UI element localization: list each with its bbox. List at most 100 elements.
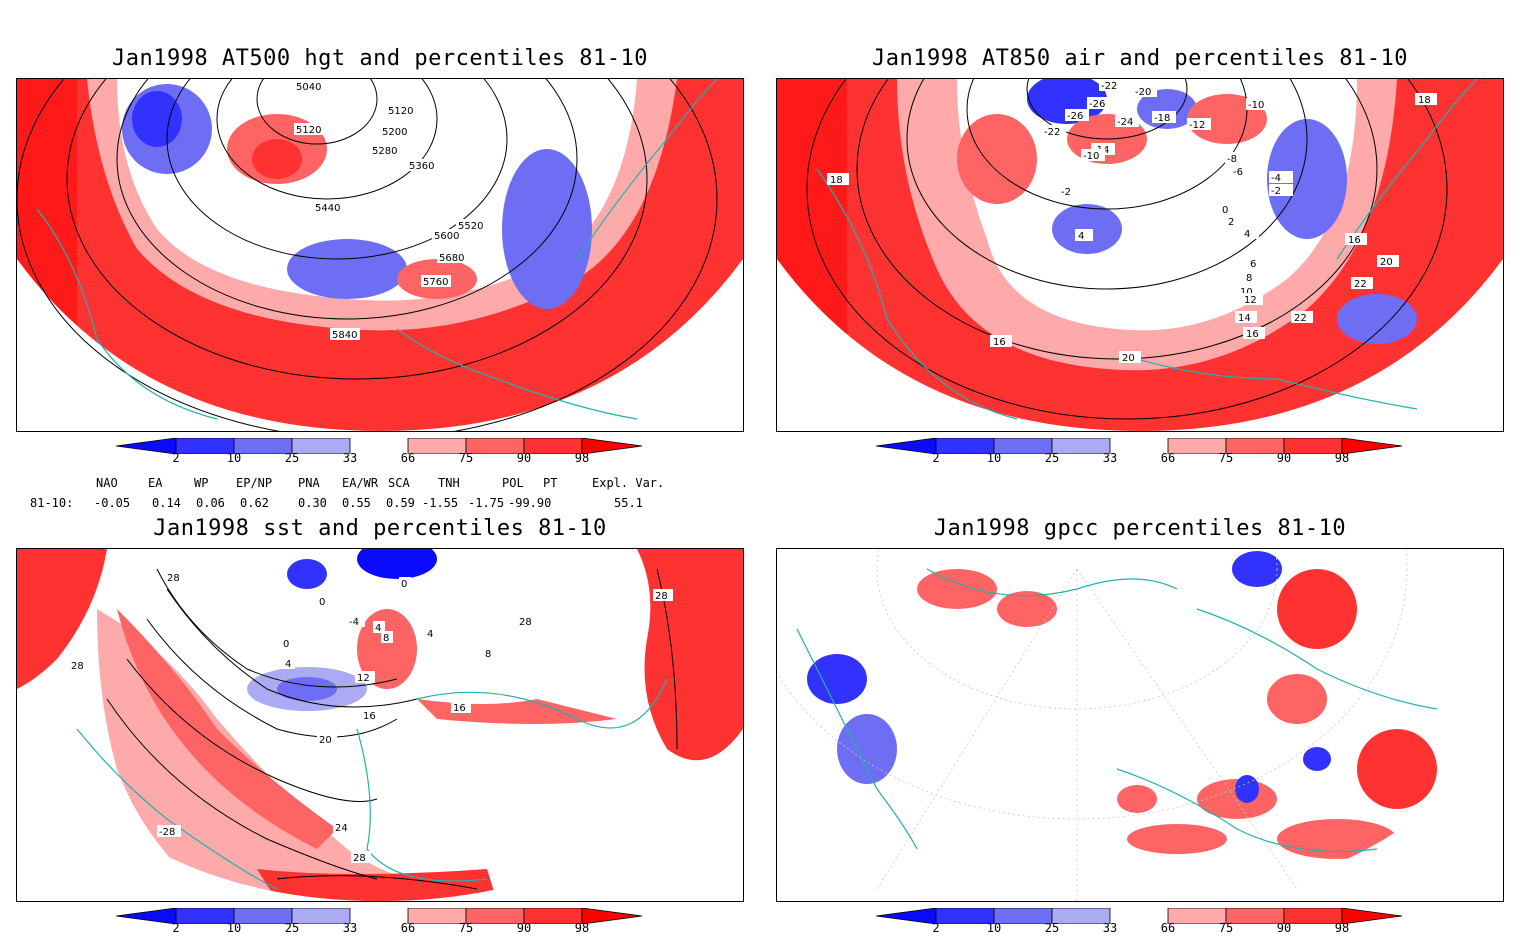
map-hgt500: 5040 5120 5120 5200 5280 5360 5440 5520 … bbox=[17, 79, 743, 431]
tele-value: -99.90 bbox=[508, 496, 552, 510]
contour-label: 5520 bbox=[458, 221, 483, 232]
map-panel-sst: 28 0 0 -4 4 8 4 0 4 8 12 16 16 20 24 28 … bbox=[16, 548, 744, 902]
contour-label: 4 bbox=[375, 623, 381, 634]
contour-label: -26 bbox=[1067, 111, 1083, 122]
contour-label: 28 bbox=[353, 853, 366, 864]
contour-label: 6 bbox=[1250, 259, 1256, 270]
contour-label: 20 bbox=[319, 735, 332, 746]
contour-label: -12 bbox=[1189, 120, 1205, 131]
contour-label: 16 bbox=[1246, 329, 1259, 340]
contour-label: 28 bbox=[71, 661, 84, 672]
map-panel-air850: -22 -20 -26 -26 -24 -18 -10 -12 -22 -14 … bbox=[776, 78, 1504, 432]
contour-label: -6 bbox=[1233, 167, 1243, 178]
contour-label: -20 bbox=[1135, 87, 1151, 98]
panel-title-hgt500: Jan1998 AT500 hgt and percentiles 81-10 bbox=[111, 46, 649, 71]
colorbar-air850: 2 10 25 33 66 75 90 98 bbox=[875, 437, 1406, 478]
contour-label: -22 bbox=[1044, 127, 1060, 138]
contour-label: 4 bbox=[1078, 231, 1084, 242]
panel-title-gpcc: Jan1998 gpcc percentiles 81-10 bbox=[933, 516, 1347, 541]
contour-label: 0 bbox=[283, 639, 289, 650]
colorbar-hgt500: 2 10 25 33 66 75 90 98 bbox=[115, 437, 646, 478]
contour-label: -18 bbox=[1154, 113, 1170, 124]
contour-label: 4 bbox=[427, 629, 433, 640]
colorbar-label: 10 bbox=[986, 921, 1002, 935]
map-panel-gpcc bbox=[776, 548, 1504, 902]
colorbar-swatches bbox=[115, 437, 643, 455]
tele-header: WP bbox=[194, 476, 209, 490]
colorbar-label: 98 bbox=[1334, 921, 1350, 935]
map-sst: 28 0 0 -4 4 8 4 0 4 8 12 16 16 20 24 28 … bbox=[17, 549, 743, 901]
tele-value: 0.62 bbox=[240, 496, 269, 510]
tele-value: 0.30 bbox=[298, 496, 327, 510]
tele-value: -1.55 bbox=[422, 496, 459, 510]
contour-label: 28 bbox=[167, 573, 180, 584]
contour-label: -2 bbox=[1061, 187, 1071, 198]
map-air850: -22 -20 -26 -26 -24 -18 -10 -12 -22 -14 … bbox=[777, 79, 1503, 431]
tele-value: -0.05 bbox=[94, 496, 131, 510]
colorbar-label: 98 bbox=[574, 921, 590, 935]
contour-label: 16 bbox=[363, 711, 376, 722]
colorbar-label: 75 bbox=[1218, 451, 1234, 465]
contour-label: -26 bbox=[1089, 99, 1105, 110]
contour-label: 8 bbox=[1246, 273, 1252, 284]
contour-label: 18 bbox=[830, 175, 843, 186]
contour-label: 16 bbox=[993, 337, 1006, 348]
colorbar-label: 10 bbox=[226, 921, 242, 935]
colorbar-label: 33 bbox=[342, 921, 358, 935]
contour-label: -10 bbox=[1248, 100, 1264, 111]
contour-label: -4 bbox=[349, 617, 359, 628]
contour-label: 14 bbox=[1238, 313, 1251, 324]
contour-label: 0 bbox=[1222, 205, 1228, 216]
contour-label: -24 bbox=[1117, 117, 1133, 128]
colorbar-label: 90 bbox=[516, 921, 532, 935]
panel-title-air850: Jan1998 AT850 air and percentiles 81-10 bbox=[871, 46, 1409, 71]
colorbar-label: 98 bbox=[1334, 451, 1350, 465]
contour-label: 20 bbox=[1380, 257, 1393, 268]
contour-label: 5680 bbox=[439, 253, 464, 264]
colorbar-label: 75 bbox=[458, 921, 474, 935]
tele-header: TNH bbox=[438, 476, 460, 490]
colorbar-label: 90 bbox=[1276, 921, 1292, 935]
colorbar-label: 66 bbox=[1160, 921, 1176, 935]
contour-label: 10 bbox=[1240, 287, 1253, 298]
tele-header: Expl. Var. bbox=[592, 476, 665, 490]
contour-label: -2 bbox=[1271, 186, 1281, 197]
tele-value: 0.14 bbox=[152, 496, 181, 510]
tele-row-label: 81-10: bbox=[30, 496, 74, 510]
colorbar-swatches bbox=[875, 437, 1403, 455]
contour-label: 24 bbox=[335, 823, 348, 834]
contour-label: 5120 bbox=[388, 106, 413, 117]
colorbar-label: 75 bbox=[458, 451, 474, 465]
colorbar-sst: 2 10 25 33 66 75 90 98 bbox=[115, 907, 646, 948]
contour-label: 12 bbox=[1244, 295, 1257, 306]
colorbar-label: 98 bbox=[574, 451, 590, 465]
contour-label: 0 bbox=[401, 579, 407, 590]
contour-label: 5440 bbox=[315, 203, 340, 214]
tele-value: 0.06 bbox=[196, 496, 225, 510]
colorbar-label: 25 bbox=[1044, 451, 1060, 465]
tele-value: 55.1 bbox=[614, 496, 643, 510]
colorbar-label: 2 bbox=[932, 921, 940, 935]
tele-header: EA bbox=[148, 476, 163, 490]
tele-header: NAO bbox=[96, 476, 118, 490]
contour-label: 28 bbox=[655, 591, 668, 602]
colorbar-label: 66 bbox=[1160, 451, 1176, 465]
colorbar-swatches bbox=[875, 907, 1403, 925]
tele-header: POL bbox=[502, 476, 524, 490]
contour-label: 5200 bbox=[382, 127, 407, 138]
map-gpcc bbox=[777, 549, 1503, 901]
contour-label: 5280 bbox=[372, 146, 397, 157]
colorbar-swatches bbox=[115, 907, 643, 925]
colorbar-label: 25 bbox=[284, 921, 300, 935]
contour-label: 16 bbox=[453, 703, 466, 714]
colorbar-label: 10 bbox=[226, 451, 242, 465]
tele-header: EA/WR bbox=[342, 476, 379, 490]
contour-label: 5760 bbox=[423, 277, 448, 288]
contour-label: 28 bbox=[519, 617, 532, 628]
colorbar-label: 33 bbox=[342, 451, 358, 465]
map-panel-hgt500: 5040 5120 5120 5200 5280 5360 5440 5520 … bbox=[16, 78, 744, 432]
contour-label: 0 bbox=[319, 597, 325, 608]
contour-label: 2 bbox=[1228, 217, 1234, 228]
contour-label: 4 bbox=[1244, 229, 1250, 240]
contour-label: -8 bbox=[1227, 154, 1237, 165]
